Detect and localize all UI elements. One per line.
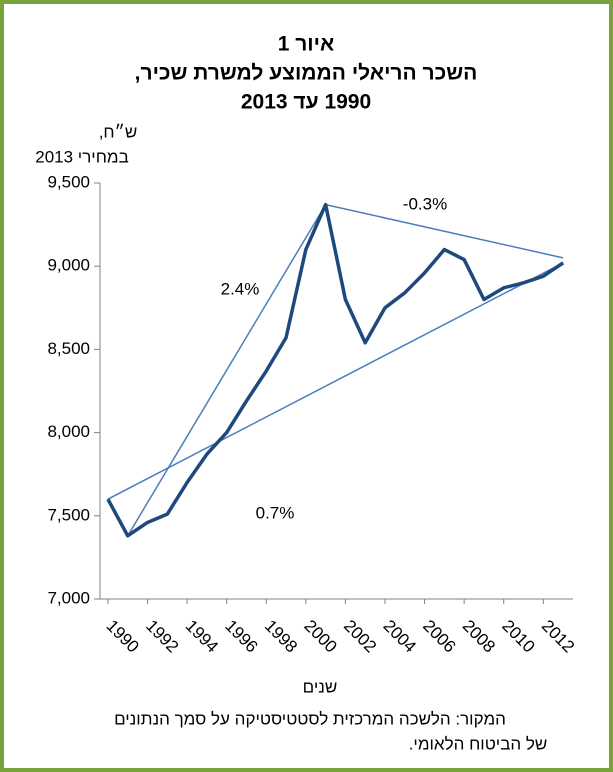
trend-label: -0.3%: [403, 194, 447, 213]
y-axis-label: במחירי 2013: [35, 147, 129, 166]
y-axis-label: ש״ח,: [99, 122, 138, 141]
chart-title: 1990 עד 2013: [241, 91, 371, 114]
y-tick-label: 7,000: [47, 588, 90, 607]
trend-label: 2.4%: [221, 279, 260, 298]
y-tick-label: 9,000: [47, 256, 90, 275]
trend-line: [107, 262, 564, 500]
chart-title: השכר הריאלי הממוצע למשרת שכיר,: [135, 62, 478, 85]
y-tick-label: 9,500: [47, 172, 90, 191]
source-note: המקור: הלשכה המרכזית לסטטיסטיקה על סמך ה…: [114, 709, 506, 728]
trend-line: [127, 204, 327, 537]
trend-line: [325, 203, 564, 259]
y-tick-label: 8,500: [47, 339, 90, 358]
trend-label: 0.7%: [256, 503, 295, 522]
x-axis-label: שנים: [303, 677, 338, 696]
y-tick-label: 8,000: [47, 422, 90, 441]
y-tick-label: 7,500: [47, 505, 90, 524]
data-line: [106, 202, 565, 538]
source-note: של הביטוח הלאומי.: [409, 734, 548, 753]
chart-title: איור 1: [278, 33, 335, 56]
